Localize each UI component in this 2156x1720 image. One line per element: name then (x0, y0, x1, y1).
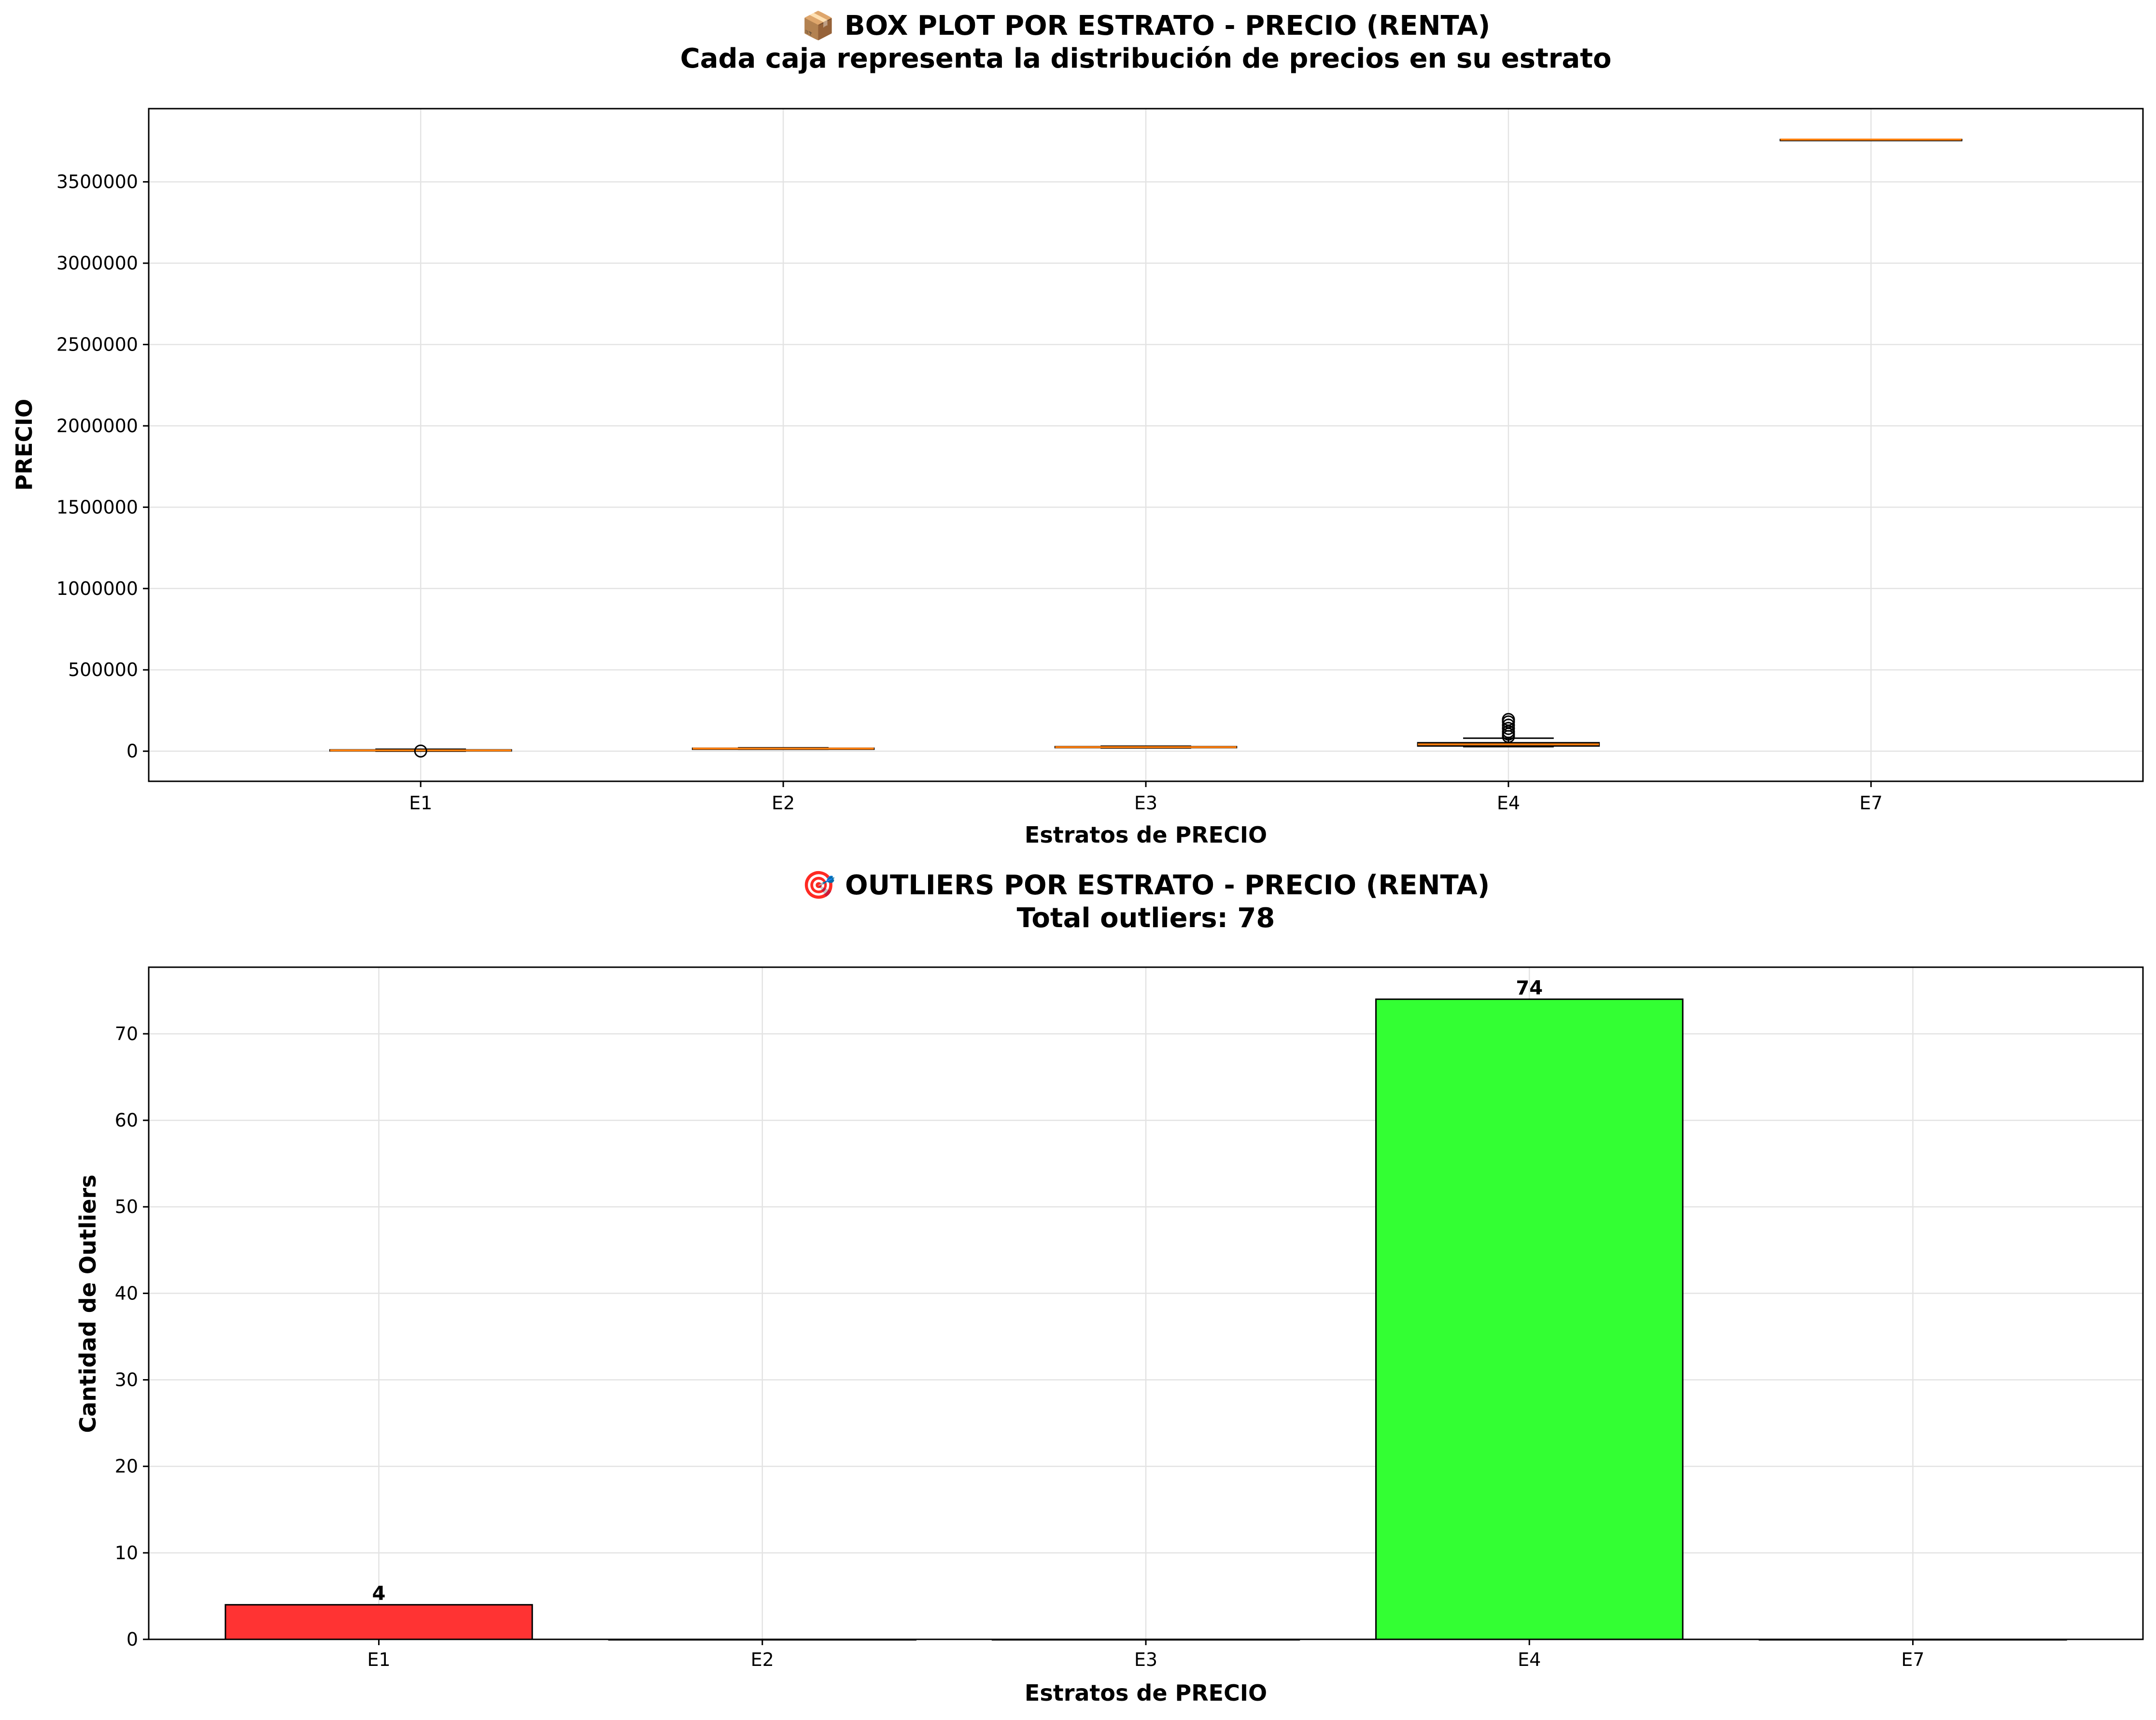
box-outlier-point (414, 744, 427, 758)
bar-e4 (1375, 998, 1684, 1640)
outliers-bar-chart: 🎯 OUTLIERS POR ESTRATO - PRECIO (RENTA) … (75, 870, 2144, 1706)
bar-ticks: E1 E2 E3 E4 E7 0 10 20 30 40 50 60 70 (115, 1023, 1925, 1670)
boxplot-y-tick-label: 2500000 (56, 334, 138, 355)
bar-x-axis-label: Estratos de PRECIO (1025, 1680, 1267, 1706)
bar-x-tick-label: E4 (1518, 1649, 1541, 1670)
boxplot-x-tick-label: E7 (1860, 792, 1883, 814)
bar-marks: 4 74 (225, 977, 2067, 1641)
boxplot-y-tick-label: 3000000 (56, 253, 138, 274)
bar-title: 🎯 OUTLIERS POR ESTRATO - PRECIO (RENTA) (802, 870, 1490, 901)
boxplot-y-tick-label: 2000000 (56, 415, 138, 437)
bar-y-tick-label: 10 (115, 1542, 138, 1564)
box-e7 (1779, 139, 1963, 141)
boxplot-subtitle: Cada caja representa la distribución de … (680, 43, 1612, 74)
box-e2 (691, 747, 875, 750)
boxplot-y-tick-label: 1000000 (56, 578, 138, 599)
bar-value-label: 4 (372, 1582, 386, 1605)
bar-y-tick-label: 50 (115, 1196, 138, 1217)
bar-y-tick-label: 20 (115, 1456, 138, 1477)
box-e4 (1417, 713, 1600, 747)
boxplot-x-axis-label: Estratos de PRECIO (1025, 822, 1267, 848)
boxplot-ticks: E1 E2 E3 E4 E7 0 500000 1000000 1500000 2000000 25… (56, 171, 1883, 814)
bar-y-tick-label: 70 (115, 1023, 138, 1044)
bar-e1 (225, 1604, 533, 1640)
boxplot-y-tick-label: 1500000 (56, 496, 138, 518)
boxplot-marks (329, 139, 1963, 758)
boxplot-y-tick-label: 3500000 (56, 171, 138, 193)
bar-y-tick-label: 40 (115, 1283, 138, 1304)
bar-subtitle: Total outliers: 78 (1017, 902, 1275, 934)
box-outlier-point (1502, 719, 1515, 732)
bar-value-label: 74 (1516, 977, 1543, 999)
box-outlier-point (1502, 722, 1515, 735)
box-e3 (1054, 745, 1238, 749)
boxplot-y-tick-label: 0 (127, 741, 138, 762)
bar-y-tick-label: 30 (115, 1369, 138, 1391)
boxplot-grid (149, 109, 2143, 781)
bar-y-axis-label: Cantidad de Outliers (75, 1175, 101, 1433)
boxplot-title: 📦 BOX PLOT POR ESTRATO - PRECIO (RENTA) (802, 10, 1491, 42)
boxplot-y-tick-label: 500000 (68, 659, 138, 680)
boxplot-y-axis-label: PRECIO (11, 399, 37, 491)
boxplot-x-tick-label: E1 (409, 792, 432, 814)
box-outlier-point (1502, 713, 1515, 726)
box-e1 (329, 744, 512, 758)
boxplot-x-tick-label: E4 (1497, 792, 1520, 814)
bar-grid (149, 967, 2143, 1640)
bar-x-tick-label: E7 (1901, 1649, 1924, 1670)
bar-x-tick-label: E2 (751, 1649, 774, 1670)
bar-x-tick-label: E1 (367, 1649, 390, 1670)
boxplot-chart: 📦 BOX PLOT POR ESTRATO - PRECIO (RENTA) … (11, 10, 2144, 848)
boxplot-x-tick-label: E3 (1134, 792, 1157, 814)
bar-y-tick-label: 0 (127, 1629, 138, 1650)
bar-x-tick-label: E3 (1134, 1649, 1157, 1670)
boxplot-x-tick-label: E2 (772, 792, 795, 814)
bar-y-tick-label: 60 (115, 1110, 138, 1131)
